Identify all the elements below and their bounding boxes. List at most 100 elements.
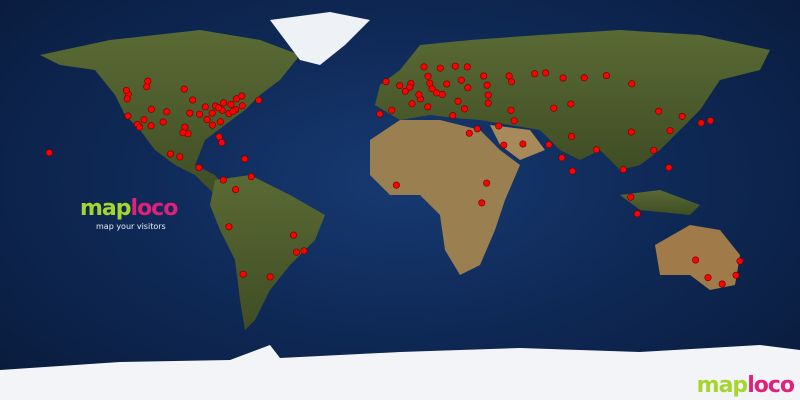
visitor-dot <box>438 90 446 98</box>
visitor-dot <box>454 97 462 105</box>
continent-north-america <box>40 30 300 200</box>
visitor-dot <box>463 63 471 71</box>
visitor-dot <box>179 129 187 137</box>
visitor-dot <box>180 85 188 93</box>
visitor-dot <box>196 110 204 118</box>
visitor-dot <box>495 122 503 130</box>
southeast-asia <box>620 190 700 215</box>
visitor-dot <box>483 81 491 89</box>
visitor-dot <box>484 99 492 107</box>
logo-text-loco: loco <box>130 196 179 221</box>
visitor-dot <box>232 186 240 194</box>
visitor-dot <box>163 108 171 116</box>
visitor-dot <box>473 125 481 133</box>
visitor-dot <box>239 270 247 278</box>
continent-africa <box>370 120 520 275</box>
visitor-dot <box>219 176 227 184</box>
visitor-dot <box>229 107 237 115</box>
visitor-dot <box>692 256 700 264</box>
visitor-dot <box>484 91 492 99</box>
visitor-dot <box>147 122 155 130</box>
visitor-dot <box>122 86 130 94</box>
visitor-dot <box>247 173 255 181</box>
visitor-dot <box>214 104 222 112</box>
visitor-dot <box>559 74 567 82</box>
visitor-dot <box>531 70 539 78</box>
visitor-dot <box>665 164 673 172</box>
visitor-dot <box>443 80 451 88</box>
visitor-dot <box>238 92 246 100</box>
visitor-dot <box>424 103 432 111</box>
visitor-dot <box>451 62 459 70</box>
visitor-dots <box>45 62 744 288</box>
visitor-dot <box>480 72 488 80</box>
visitor-dot <box>732 271 740 279</box>
visitor-dot <box>406 83 414 91</box>
visitor-dot <box>140 116 148 124</box>
visitor-dot <box>225 223 233 231</box>
visitor-dot <box>424 72 432 80</box>
visitor-dot <box>718 280 726 288</box>
visitor-dot <box>428 85 436 93</box>
visitor-dot <box>216 118 224 126</box>
visitor-dot <box>382 78 390 86</box>
visitor-dot <box>478 199 486 207</box>
visitor-dot <box>650 146 658 154</box>
visitor-dot <box>628 80 636 88</box>
visitor-dot <box>457 76 465 84</box>
visitor-dot <box>255 96 263 104</box>
visitor-dot <box>232 95 240 103</box>
visitor-dot <box>568 132 576 140</box>
visitor-dot <box>208 121 216 129</box>
visitor-dot <box>218 139 226 147</box>
visitor-dot <box>592 146 600 154</box>
visitor-dot <box>376 110 384 118</box>
visitor-dot <box>408 100 416 108</box>
visitor-dot <box>186 109 194 117</box>
visitor-dot <box>500 141 508 149</box>
visitor-dot <box>143 83 151 91</box>
visitor-dot <box>505 72 513 80</box>
visitor-dot <box>203 116 211 124</box>
visitor-dot <box>241 155 249 163</box>
visitor-dot <box>124 112 132 120</box>
visitor-dot <box>619 166 627 174</box>
maploco-corner-logo[interactable]: maploco <box>697 373 795 398</box>
greenland <box>270 12 370 65</box>
visitor-dot <box>508 78 516 86</box>
visitor-dot <box>483 179 491 187</box>
visitor-dot <box>144 77 152 85</box>
visitor-dot <box>227 100 235 108</box>
visitor-dot <box>45 149 53 157</box>
visitor-dot <box>460 105 468 113</box>
continent-south-america <box>210 175 325 330</box>
visitor-dot <box>580 74 588 82</box>
visitor-dot <box>292 248 300 256</box>
visitor-dot <box>388 106 396 114</box>
visitor-dot <box>195 164 203 172</box>
visitor-dot <box>567 100 575 108</box>
arabia <box>490 125 545 160</box>
maploco-logo[interactable]: maploco <box>80 196 179 221</box>
visitor-dot <box>704 274 712 282</box>
visitor-dot <box>201 103 209 111</box>
visitor-dot <box>510 117 518 125</box>
visitor-dot <box>159 118 167 126</box>
visitor-dot <box>633 210 641 218</box>
visitor-dot <box>415 91 423 99</box>
tagline: map your visitors <box>96 222 166 231</box>
visitor-dot <box>507 106 515 114</box>
visitor-dot <box>436 64 444 72</box>
visitor-dot <box>464 84 472 92</box>
visitor-dot <box>449 112 457 120</box>
visitor-dot <box>208 109 216 117</box>
visitor-dot <box>266 273 274 281</box>
visitor-dot <box>300 247 308 255</box>
visitor-dot <box>678 112 686 120</box>
continent-eurasia <box>375 30 770 170</box>
visitor-dot <box>519 140 527 148</box>
visitor-dot <box>655 107 663 115</box>
visitor-dot <box>542 69 550 77</box>
